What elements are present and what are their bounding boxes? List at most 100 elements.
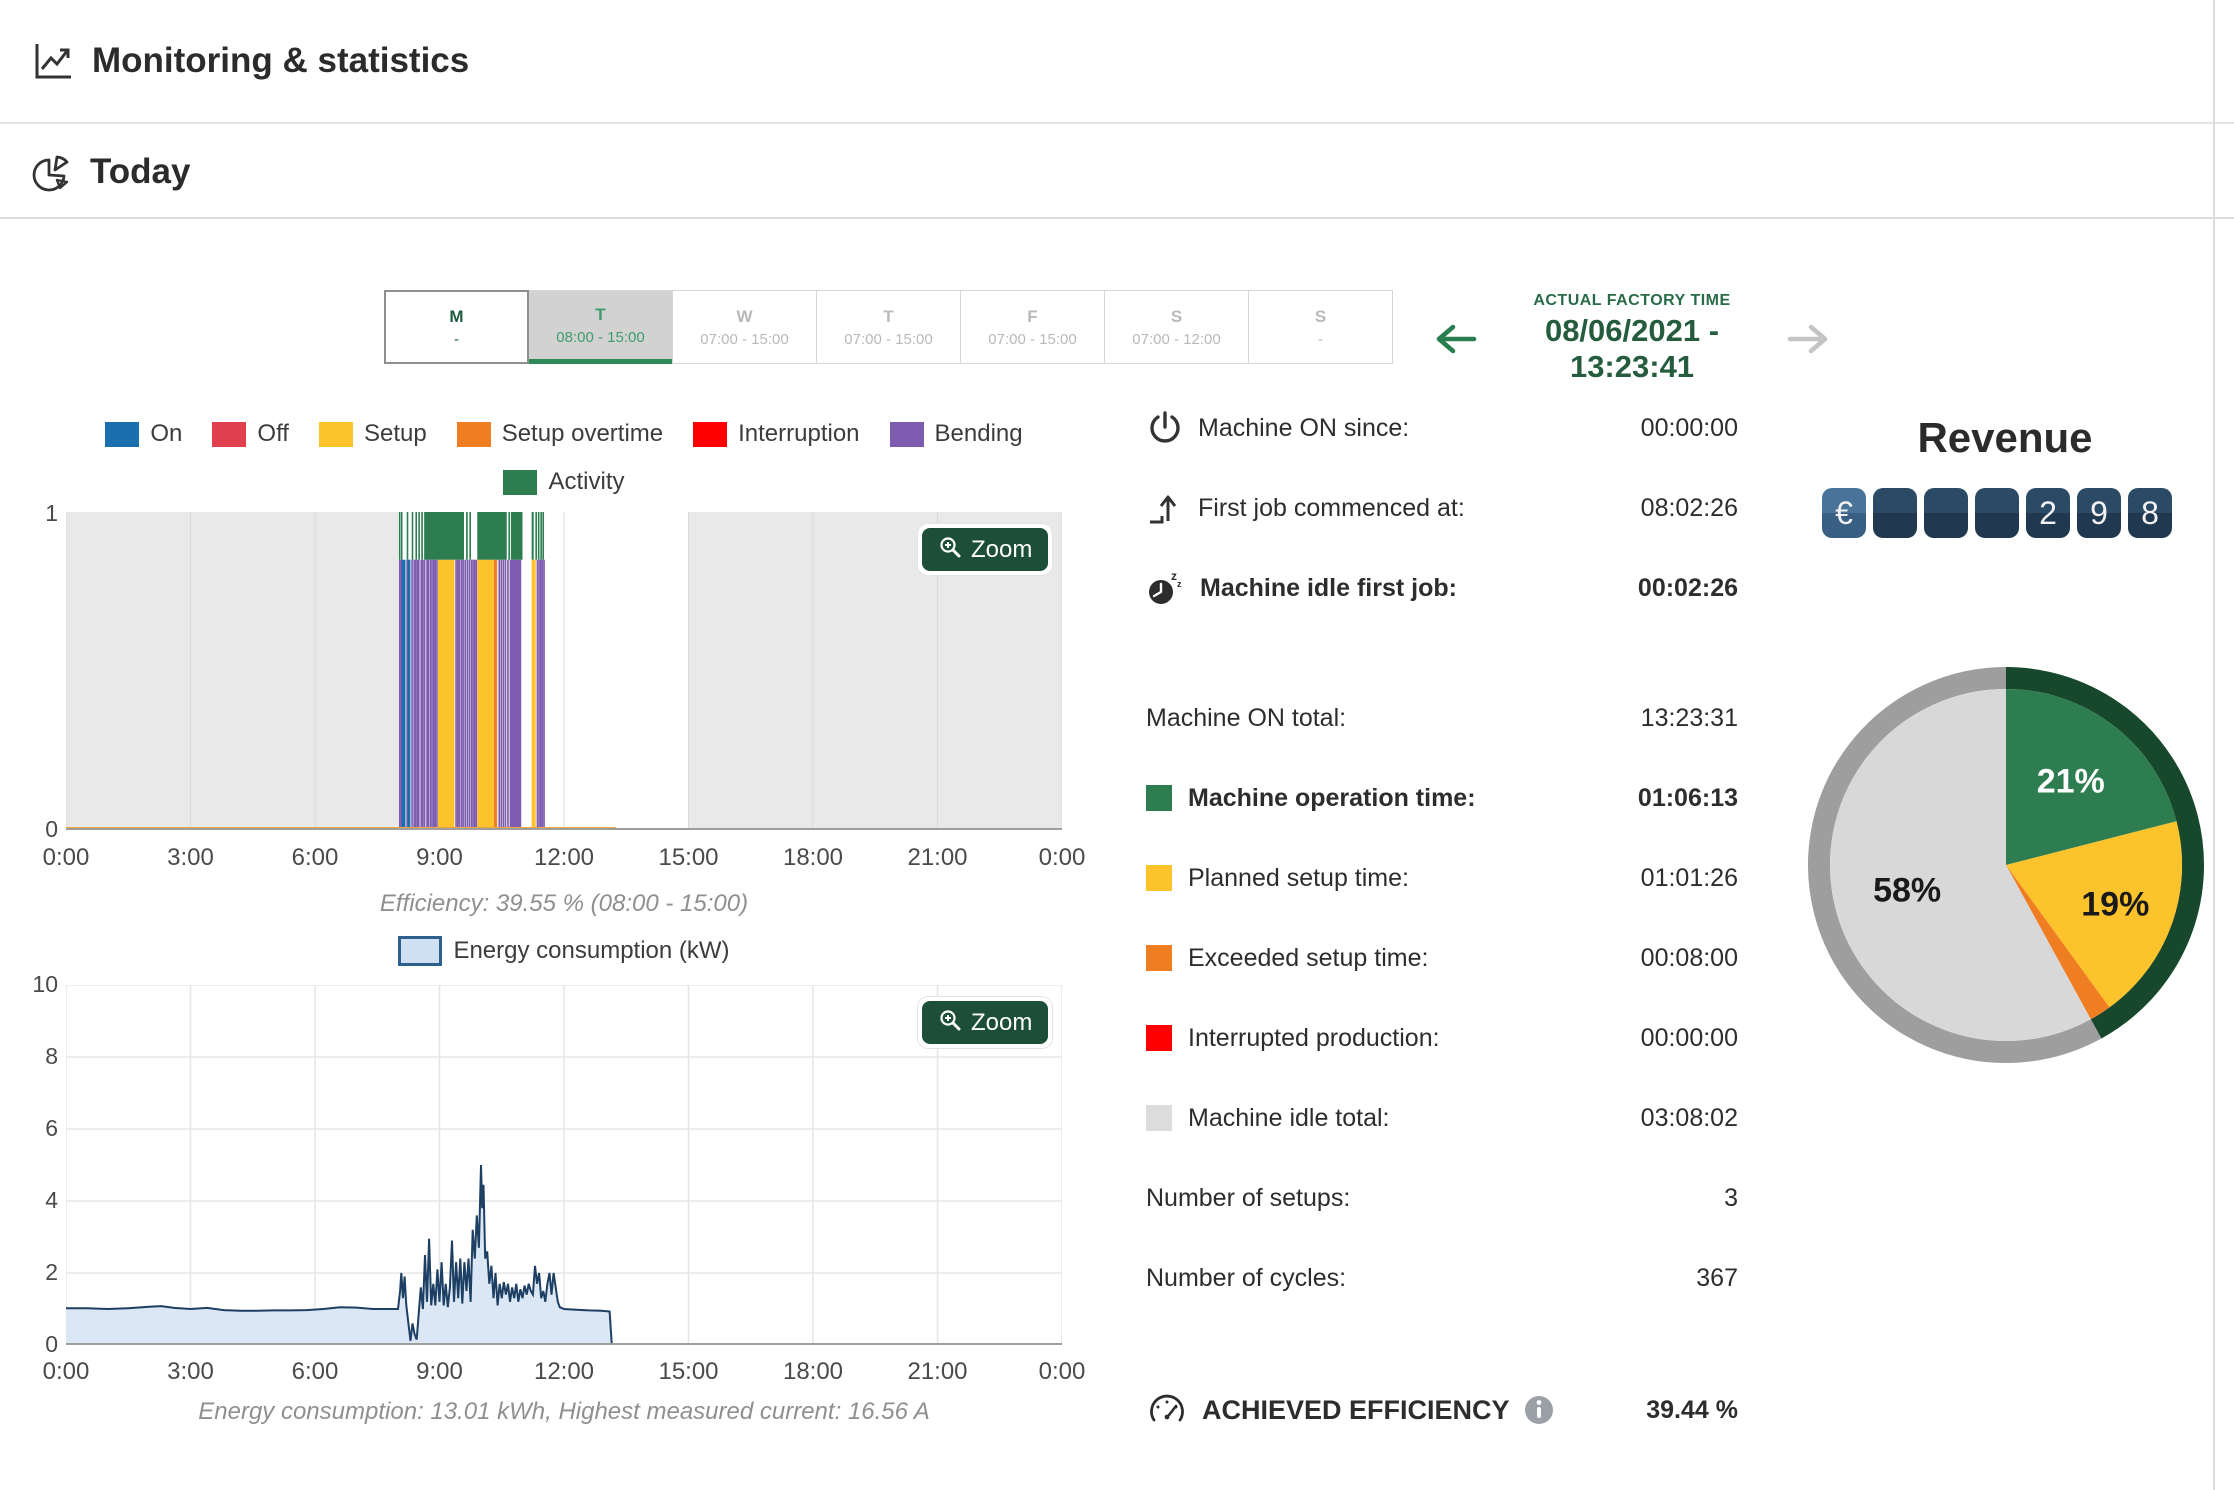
revenue-tile-masked (1975, 488, 2019, 538)
tab-shift-hours: - (454, 330, 459, 348)
stat-value: 00:00:00 (1640, 1023, 1738, 1052)
page-title: Monitoring & statistics (92, 41, 470, 80)
stat-row-achieved-efficiency: ACHIEVED EFFICIENCY 39.44 % (1146, 1370, 1738, 1450)
svg-text:z: z (1171, 569, 1177, 583)
stat-row-1: First job commenced at: 08:02:26 (1146, 468, 1738, 548)
y-tick-label: 6 (45, 1115, 58, 1141)
pie-chart-icon (30, 150, 74, 194)
info-icon[interactable] (1524, 1395, 1554, 1425)
prev-day-arrow-icon[interactable] (1432, 322, 1480, 356)
legend-swatch-bending (889, 421, 924, 447)
stat-row-10: Number of cycles: 367 (1146, 1238, 1738, 1318)
legend-swatch-setup_overtime (456, 421, 491, 447)
power-icon (1146, 409, 1184, 447)
section-title: Today (90, 151, 191, 191)
x-tick-label: 12:00 (533, 1358, 595, 1385)
y-tick-label: 1 (45, 500, 58, 526)
activity-zoom-button[interactable]: Zoom (918, 524, 1053, 575)
legend-item-off: Off (212, 420, 289, 448)
revenue-tile-8: 8 (2128, 488, 2172, 538)
stat-label: ACHIEVED EFFICIENCY (1202, 1394, 1510, 1425)
legend-label: Activity (548, 468, 625, 495)
tab-day-letter: S (1170, 306, 1183, 326)
svg-text:z: z (1177, 579, 1182, 589)
revenue-tile-masked (1873, 488, 1917, 538)
stat-row-2: z z Machine idle first job: 00:02:26 (1146, 548, 1738, 628)
legend-swatch-setup (318, 421, 353, 447)
stat-value: 367 (1696, 1263, 1738, 1292)
legend-swatch-off (212, 421, 247, 447)
zoom-button-label: Zoom (971, 535, 1033, 563)
first-job-icon (1146, 489, 1184, 527)
section-header: Today (0, 126, 2234, 219)
y-tick-label: 0 (45, 1331, 58, 1357)
legend-label: On (150, 420, 183, 447)
stats-spacer (1146, 1318, 1738, 1370)
legend-label: Setup (363, 420, 427, 447)
factory-time: ACTUAL FACTORY TIME 08/06/2021 - 13:23:4… (1480, 292, 1784, 385)
stat-row-3: Machine ON total: 13:23:31 (1146, 678, 1738, 758)
legend-label: Interruption (738, 420, 860, 447)
stat-label: Number of setups: (1146, 1183, 1351, 1212)
stat-row-4: Machine operation time: 01:06:13 (1146, 758, 1738, 838)
revenue-tile-masked (1924, 488, 1968, 538)
stat-value: 39.44 % (1646, 1395, 1738, 1424)
statistics-panel: Machine ON since: 00:00:00 First job comme… (1146, 388, 1738, 1450)
tab-wed[interactable]: W 07:00 - 15:00 (672, 290, 817, 364)
x-tick-label: 9:00 (416, 844, 463, 871)
stat-value: 13:23:31 (1640, 703, 1738, 732)
y-tick-label: 2 (45, 1259, 58, 1285)
legend-item-activity: Activity (503, 468, 625, 496)
zoom-button-label: Zoom (971, 1008, 1033, 1036)
tab-shift-hours: - (1318, 330, 1323, 348)
legend-swatch-interruption (693, 421, 728, 447)
stat-row-6: Exceeded setup time: 00:08:00 (1146, 918, 1738, 998)
legend-item-on: On (105, 420, 182, 448)
legend-label: Setup overtime (501, 420, 664, 447)
svg-text:58%: 58% (1873, 871, 1941, 909)
next-day-arrow-icon[interactable] (1784, 322, 1832, 356)
energy-zoom-button[interactable]: Zoom (918, 997, 1053, 1048)
stat-label: Interrupted production: (1188, 1023, 1440, 1052)
x-tick-label: 3:00 (167, 844, 214, 871)
factory-time-label: ACTUAL FACTORY TIME (1533, 292, 1731, 309)
stat-label: Machine ON total: (1146, 703, 1347, 732)
x-tick-label: 15:00 (658, 1358, 719, 1385)
revenue-tile-9: 9 (2077, 488, 2121, 538)
tab-fri[interactable]: F 07:00 - 15:00 (960, 290, 1105, 364)
stat-swatch (1146, 1105, 1172, 1131)
x-tick-label: 12:00 (533, 844, 595, 871)
tab-sun[interactable]: S- (1248, 290, 1393, 364)
tab-mon[interactable]: M- (384, 290, 529, 364)
tab-sat[interactable]: S 07:00 - 12:00 (1104, 290, 1249, 364)
tab-thu[interactable]: T 07:00 - 15:00 (816, 290, 961, 364)
legend-item-bending: Bending (889, 420, 1023, 448)
stat-swatch (1146, 945, 1172, 971)
svg-text:21%: 21% (2037, 763, 2105, 801)
stat-value: 00:02:26 (1637, 573, 1738, 602)
x-tick-label: 18:00 (782, 844, 844, 871)
x-tick-label: 6:00 (291, 1358, 339, 1385)
stat-label: First job commenced at: (1198, 493, 1465, 522)
x-tick-label: 0:00 (1038, 844, 1086, 871)
legend-item-setup: Setup (318, 420, 427, 448)
activity-legend-row-1: On Off Setup Setup overtime Interruption Bend… (66, 420, 1062, 448)
activity-chart[interactable] (66, 512, 1062, 830)
line-chart-icon (30, 38, 76, 84)
legend-swatch-activity (503, 469, 538, 495)
gauge-icon (1146, 1389, 1188, 1431)
tab-tue[interactable]: T 08:00 - 15:00 (528, 290, 673, 364)
stat-row-5: Planned setup time: 01:01:26 (1146, 838, 1738, 918)
stat-label: Number of cycles: (1146, 1263, 1347, 1292)
legend-label: Bending (934, 420, 1023, 447)
factory-time-block: ACTUAL FACTORY TIME 08/06/2021 - 13:23:4… (1432, 292, 1832, 385)
tab-shift-hours: 07:00 - 15:00 (700, 330, 789, 348)
energy-chart[interactable] (66, 985, 1062, 1345)
y-tick-label: 8 (45, 1043, 58, 1069)
stat-value: 03:08:02 (1640, 1103, 1738, 1132)
efficiency-caption: Efficiency: 39.55 % (08:00 - 15:00) (379, 890, 749, 917)
y-tick-label: 10 (32, 971, 58, 997)
y-tick-label: 0 (45, 816, 58, 842)
x-tick-label: 9:00 (416, 1358, 463, 1385)
